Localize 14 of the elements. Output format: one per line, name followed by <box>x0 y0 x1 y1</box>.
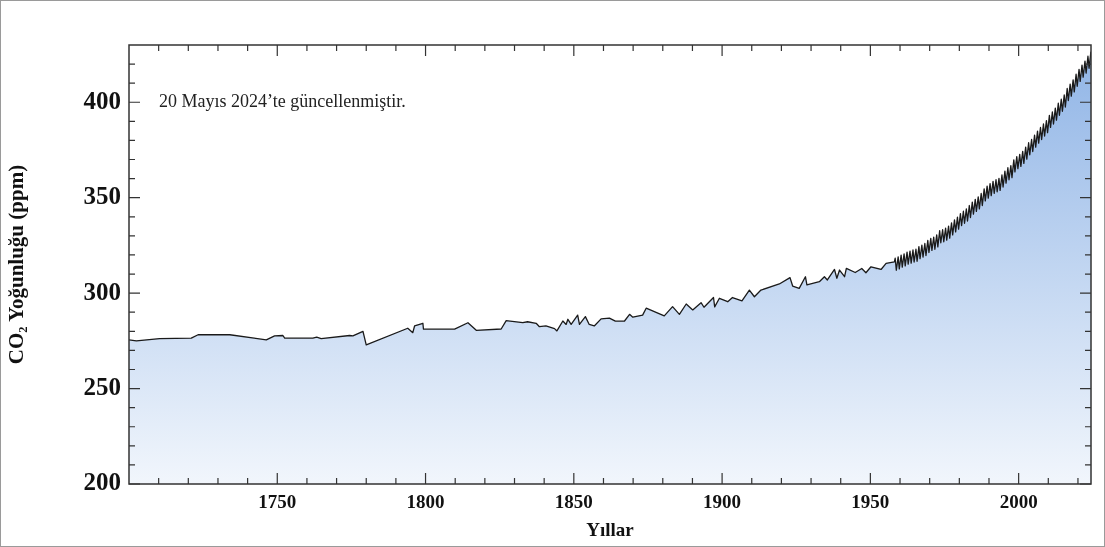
x-tick-label: 1850 <box>554 491 593 513</box>
y-tick-label: 200 <box>83 468 121 496</box>
y-tick-label: 350 <box>83 182 121 210</box>
y-tick-label: 250 <box>83 373 121 401</box>
y-axis-title: CO₂ Yoğunluğu (ppm) <box>4 164 29 365</box>
x-tick-label: 1800 <box>406 491 445 513</box>
x-axis-title: Yıllar <box>586 518 635 540</box>
y-tick-label: 300 <box>83 277 121 305</box>
x-tick-label: 1900 <box>703 491 742 513</box>
x-tick-label: 1750 <box>258 491 297 513</box>
x-tick-label: 1950 <box>851 491 890 513</box>
annotation: 20 Mayıs 2024’te güncellenmiştir. <box>159 90 406 111</box>
x-tick-label: 2000 <box>999 491 1038 513</box>
y-tick-label: 400 <box>83 86 121 114</box>
